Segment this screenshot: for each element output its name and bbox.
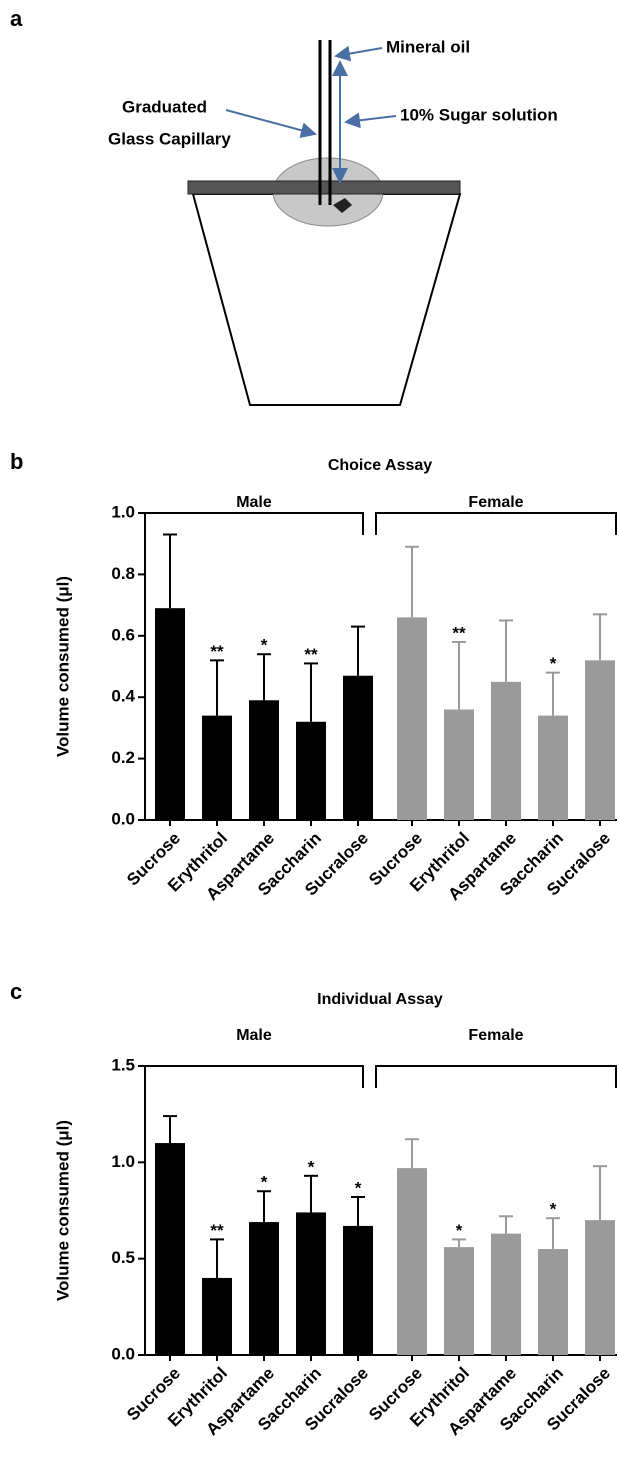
capillary-tip [333,198,352,213]
bar [585,660,615,820]
y-axis-label: Volume consumed (μl) [53,576,72,757]
bar [249,1222,279,1355]
bar [491,681,521,820]
bar [343,675,373,820]
y-tick-label: 1.0 [111,502,135,521]
group-bracket [375,1065,617,1088]
significance: ** [304,645,318,664]
significance: * [355,1178,362,1197]
bar [249,700,279,820]
y-tick-label: 0.2 [111,748,135,767]
panel-label: c [10,979,22,1004]
significance: * [550,1200,557,1219]
panel-label: a [10,6,23,31]
bar [491,1233,521,1355]
bar [397,1168,427,1355]
significance: * [261,1173,268,1192]
bar [585,1220,615,1355]
significance: * [550,654,557,673]
y-tick-label: 0.5 [111,1248,135,1267]
group-bracket [144,1065,364,1088]
significance: * [308,1157,315,1176]
group-label: Male [236,494,272,511]
bar [202,1277,232,1355]
bar [444,1247,474,1355]
y-axis-label: Volume consumed (μl) [53,1120,72,1301]
y-tick-label: 0.8 [111,564,135,583]
chart-title: Individual Assay [317,991,443,1008]
bar [444,709,474,820]
label: Mineral oil [386,37,470,56]
significance: ** [210,642,224,661]
y-tick-label: 0.0 [111,1344,135,1363]
bar [538,1249,568,1355]
diagram: a Mineral oil 10% Sugar solution Graduat… [10,6,558,406]
significance: ** [210,1221,224,1240]
y-tick-label: 1.0 [111,1152,135,1171]
group-bracket [375,512,617,535]
panel-label: b [10,449,23,474]
group-bracket [144,512,364,535]
arrow [334,45,383,62]
bar [296,1212,326,1355]
y-tick-label: 0.0 [111,809,135,828]
label: Graduated [122,97,207,116]
y-tick-label: 1.5 [111,1055,135,1074]
bar [296,721,326,820]
bar [343,1225,373,1355]
bar [397,617,427,820]
group-label: Female [468,1027,523,1044]
significance: * [261,636,268,655]
significance: * [456,1221,463,1240]
y-tick-label: 0.6 [111,625,135,644]
label: 10% Sugar solution [400,105,558,124]
label: Glass Capillary [108,129,231,148]
lid [187,180,461,195]
significance: ** [452,623,466,642]
group-label: Male [236,1027,272,1044]
bar [202,715,232,820]
arrow [344,112,397,129]
y-tick-label: 0.4 [111,687,135,706]
chart-title: Choice Assay [328,457,432,474]
bar [155,608,185,820]
group-label: Female [468,494,523,511]
bar [538,715,568,820]
arrow [225,109,317,139]
bar [155,1143,185,1355]
